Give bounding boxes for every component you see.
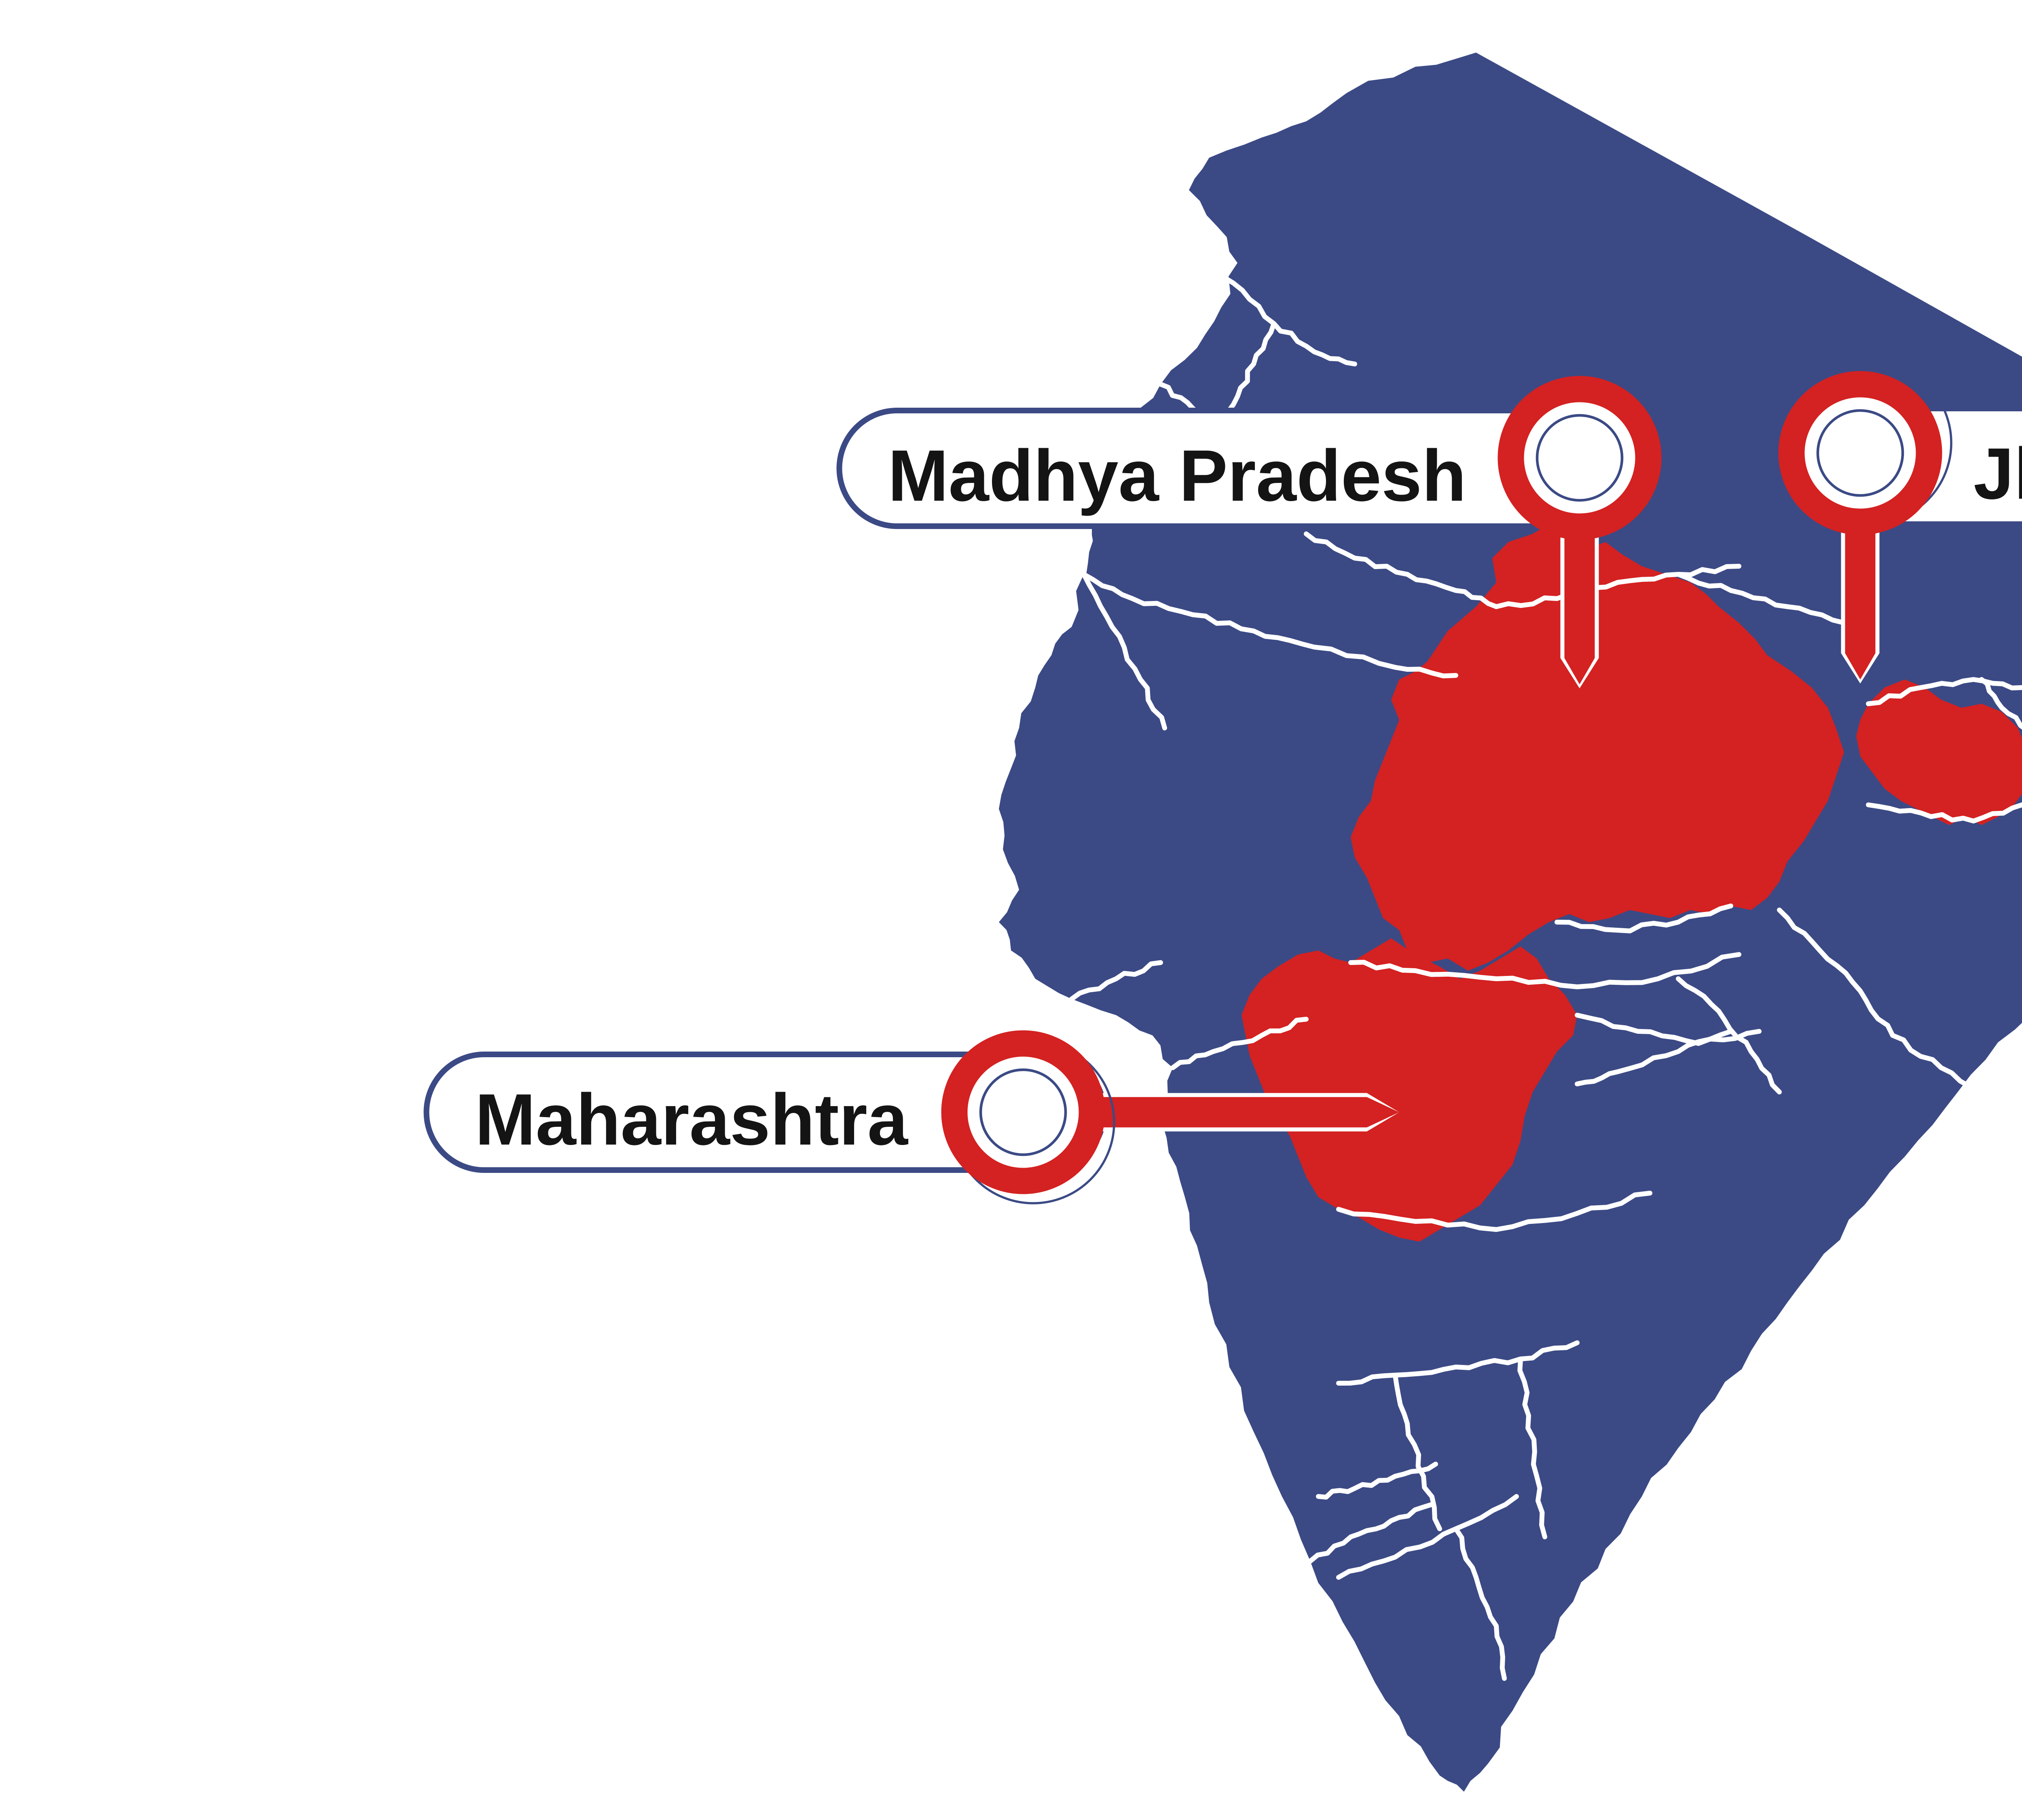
svg-text:Jharkhand: Jharkhand [1973,433,2022,514]
svg-text:Madhya Pradesh: Madhya Pradesh [888,435,1467,516]
svg-text:Maharashtra: Maharashtra [475,1079,909,1160]
